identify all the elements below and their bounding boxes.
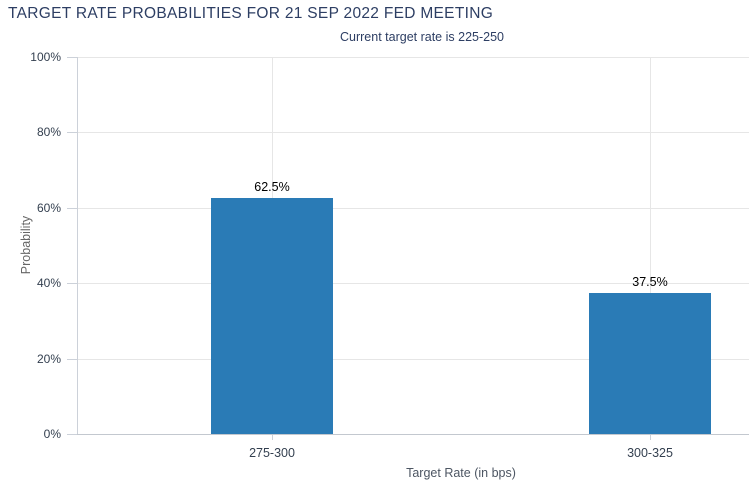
y-tick-label: 60% bbox=[36, 200, 61, 215]
chart-subtitle: Current target rate is 225-250 bbox=[340, 30, 504, 44]
y-axis-line bbox=[77, 57, 78, 434]
x-tick-label: 300-325 bbox=[627, 446, 673, 460]
y-gridline bbox=[77, 132, 749, 134]
y-axis-tick bbox=[67, 283, 77, 285]
y-gridline bbox=[77, 57, 749, 58]
bar-275-300[interactable] bbox=[211, 198, 333, 434]
x-axis-tick bbox=[272, 434, 273, 440]
y-axis-title: Probability bbox=[19, 215, 33, 275]
y-tick-label: 0% bbox=[43, 427, 61, 441]
bar-value-label: 62.5% bbox=[254, 180, 290, 195]
y-tick-label: 100% bbox=[30, 50, 61, 64]
bar-value-label: 37.5% bbox=[632, 274, 668, 289]
chart-title: TARGET RATE PROBABILITIES FOR 21 SEP 202… bbox=[8, 5, 494, 22]
y-axis-tick bbox=[67, 358, 77, 360]
x-gridline bbox=[650, 57, 651, 434]
y-tick-label: 40% bbox=[36, 276, 61, 291]
y-axis-tick bbox=[67, 207, 77, 209]
x-axis-tick bbox=[650, 434, 651, 440]
bar-300-325[interactable] bbox=[589, 292, 711, 434]
y-axis-tick bbox=[67, 132, 77, 134]
y-tick-label: 20% bbox=[36, 351, 61, 366]
y-gridline bbox=[77, 283, 749, 285]
x-tick-label: 275-300 bbox=[249, 446, 295, 460]
y-axis-tick bbox=[67, 57, 77, 58]
x-axis-title: Target Rate (in bps) bbox=[406, 466, 516, 480]
x-axis-line bbox=[77, 434, 749, 435]
y-gridline bbox=[77, 358, 749, 360]
y-axis-tick bbox=[67, 434, 77, 435]
y-tick-label: 80% bbox=[36, 125, 61, 140]
y-gridline bbox=[77, 207, 749, 209]
